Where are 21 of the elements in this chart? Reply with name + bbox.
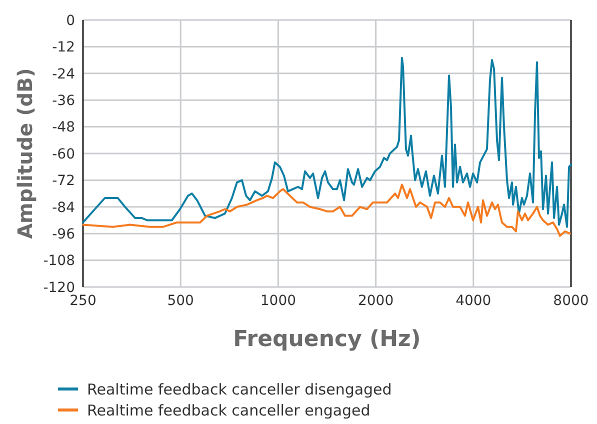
x-tick-label: 4000	[456, 293, 492, 309]
x-tick-label: 500	[167, 293, 194, 309]
y-tick-label: -96	[52, 226, 76, 242]
y-tick-label: -84	[52, 200, 76, 216]
y-axis-title: Amplitude (dB)	[13, 68, 37, 239]
x-tick-label: 250	[70, 293, 96, 309]
y-tick-label: -60	[52, 146, 75, 162]
x-axis-title: Frequency (Hz)	[233, 327, 421, 352]
x-tick-label: 1000	[260, 293, 296, 309]
y-tick-label: -12	[52, 40, 75, 56]
y-tick-label: -36	[52, 93, 76, 109]
x-tick-label: 2000	[358, 293, 394, 309]
y-tick-label: -72	[52, 173, 75, 190]
y-tick-label: 0	[66, 12, 75, 29]
legend-label: Realtime feedback canceller disengaged	[87, 380, 392, 398]
legend-label: Realtime feedback canceller engaged	[87, 401, 370, 420]
y-tick-label: -120	[43, 280, 75, 296]
y-tick-label: -48	[52, 120, 75, 136]
y-tick-label: -24	[52, 66, 76, 82]
y-tick-label: -108	[43, 253, 75, 270]
x-tick-label: 8000	[553, 293, 589, 309]
